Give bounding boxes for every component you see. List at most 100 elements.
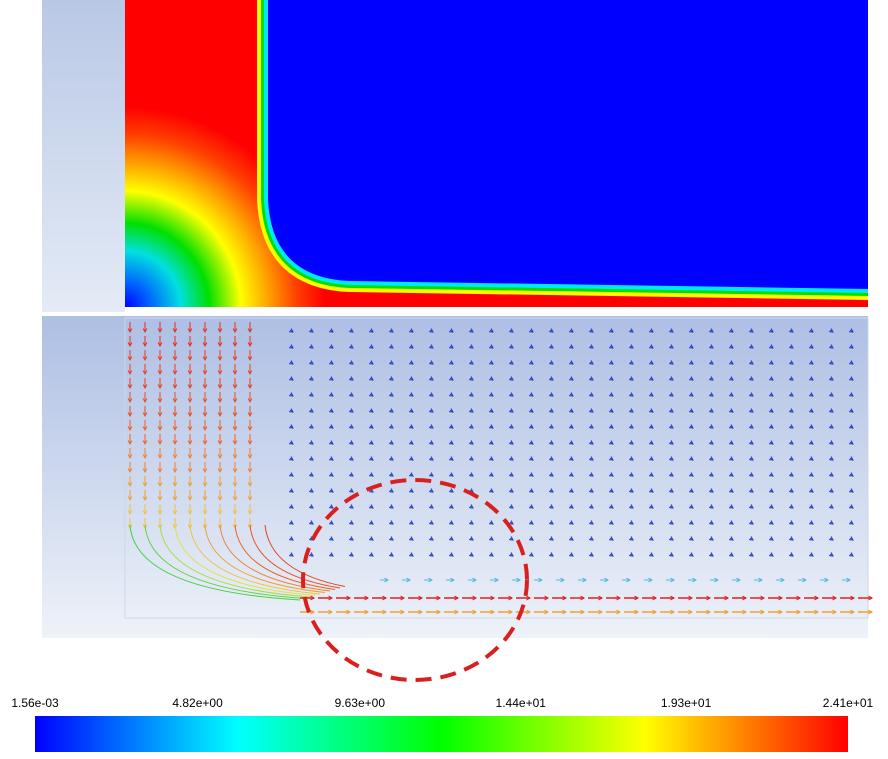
arrow-head (568, 536, 574, 541)
arrow-head (388, 408, 394, 413)
arrow-head (368, 456, 374, 461)
arrow-head (828, 376, 834, 381)
arrow-head (778, 595, 784, 601)
arrow-head (728, 488, 734, 493)
arrow-head (668, 424, 674, 429)
arrow-head (454, 595, 460, 601)
arrow-head (528, 392, 534, 397)
arrow-head (748, 392, 754, 397)
arrow-head (788, 408, 794, 413)
arrow-head (428, 440, 434, 445)
arrow-head (157, 454, 163, 460)
arrow-head (288, 360, 294, 365)
arrow-head (488, 488, 494, 493)
arrow-head (202, 370, 208, 376)
arrow-head (308, 328, 314, 333)
arrow-head (346, 609, 352, 615)
arrow-head (670, 609, 676, 615)
streamline (264, 524, 346, 587)
arrow-head (808, 440, 814, 445)
arrow-head (310, 609, 316, 615)
arrow-head (247, 356, 253, 362)
arrow-head (348, 504, 354, 509)
arrow-head (157, 384, 163, 390)
arrow-head (736, 577, 742, 583)
arrow-head (172, 384, 178, 390)
colorbar-tick-label: 1.93e+01 (661, 696, 712, 710)
arrow-head (824, 577, 830, 583)
arrow-head (608, 520, 614, 525)
arrow-head (232, 356, 238, 362)
arrow-head (142, 426, 148, 432)
arrow-head (127, 342, 133, 348)
arrow-head (328, 376, 334, 381)
arrow-head (468, 536, 474, 541)
streamline (249, 524, 341, 589)
arrow-head (232, 468, 238, 474)
arrow-head (808, 456, 814, 461)
arrow-head (648, 577, 654, 583)
arrow-head (828, 504, 834, 509)
arrow-head (468, 552, 474, 557)
arrow-head (346, 595, 352, 601)
arrow-head (634, 609, 640, 615)
arrow-head (742, 595, 748, 601)
arrow-head (127, 440, 133, 446)
arrow-head (598, 609, 604, 615)
blue-region (268, 0, 868, 289)
arrow-head (548, 376, 554, 381)
arrow-head (628, 472, 634, 477)
arrow-head (846, 577, 852, 583)
arrow-head (448, 456, 454, 461)
arrow-head (217, 370, 223, 376)
arrow-head (788, 472, 794, 477)
arrow-head (748, 408, 754, 413)
arrow-head (648, 520, 654, 525)
arrow-head (428, 520, 434, 525)
panel-bg (42, 316, 868, 638)
streamline (159, 524, 311, 598)
arrow-head (538, 577, 544, 583)
arrow-head (468, 360, 474, 365)
arrow-head (428, 552, 434, 557)
arrow-head (528, 456, 534, 461)
arrow-head (768, 344, 774, 349)
streamline (234, 524, 336, 590)
arrow-head (828, 344, 834, 349)
arrow-head (528, 504, 534, 509)
arrow-head (348, 408, 354, 413)
arrow-head (217, 510, 223, 516)
arrow-head (364, 595, 370, 601)
arrow-head (232, 426, 238, 432)
arrow-head (580, 609, 586, 615)
arrow-head (848, 536, 854, 541)
domain-outline (124, 317, 869, 619)
arrow-head (217, 384, 223, 390)
arrow-head (202, 482, 208, 488)
arrow-head (588, 328, 594, 333)
arrow-head (328, 609, 334, 615)
arrow-head (142, 454, 148, 460)
arrow-head (368, 376, 374, 381)
arrow-head (848, 472, 854, 477)
arrow-head (848, 360, 854, 365)
arrow-head (760, 609, 766, 615)
arrow-head (388, 424, 394, 429)
arrow-head (728, 360, 734, 365)
arrow-head (388, 504, 394, 509)
arrow-head (708, 456, 714, 461)
arrow-head (728, 456, 734, 461)
arrow-head (400, 595, 406, 601)
arrow-head (628, 504, 634, 509)
arrow-head (202, 440, 208, 446)
arrow-head (127, 426, 133, 432)
arrow-head (832, 609, 838, 615)
arrow-head (127, 328, 133, 334)
arrow-head (388, 520, 394, 525)
arrow-head (490, 609, 496, 615)
arrow-head (247, 426, 253, 432)
arrow-head (308, 376, 314, 381)
arrow-head (688, 488, 694, 493)
arrow-head (604, 577, 610, 583)
arrow-head (648, 424, 654, 429)
